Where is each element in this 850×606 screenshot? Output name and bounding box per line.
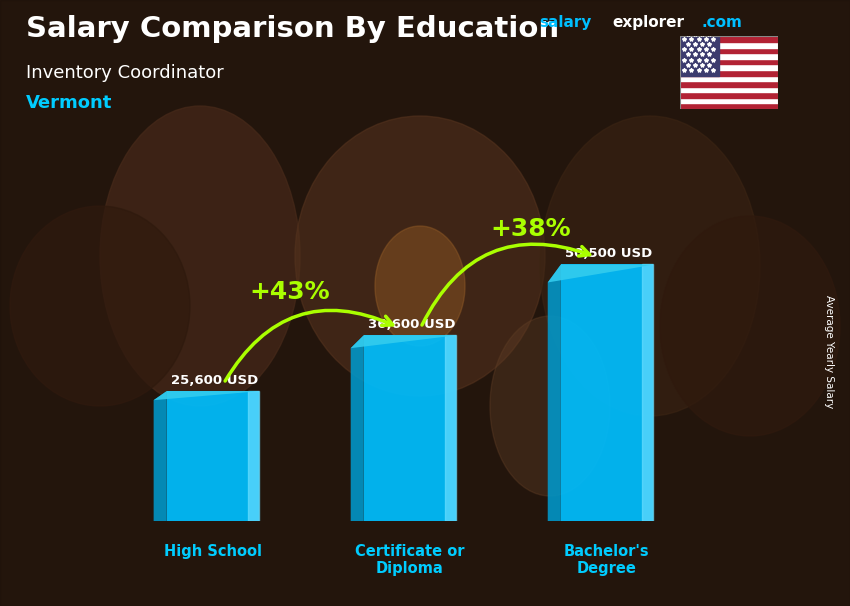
Bar xyxy=(680,59,778,64)
Bar xyxy=(680,64,778,70)
Bar xyxy=(680,36,719,76)
Text: +43%: +43% xyxy=(249,280,330,304)
Ellipse shape xyxy=(490,316,610,496)
Bar xyxy=(680,76,778,81)
Polygon shape xyxy=(351,335,364,521)
Text: Bachelor's
Degree: Bachelor's Degree xyxy=(564,544,649,576)
Polygon shape xyxy=(154,391,167,521)
Text: +38%: +38% xyxy=(490,217,570,241)
Polygon shape xyxy=(154,391,258,400)
Text: Inventory Coordinator: Inventory Coordinator xyxy=(26,64,224,82)
Ellipse shape xyxy=(375,226,465,346)
Ellipse shape xyxy=(10,206,190,406)
Bar xyxy=(680,47,778,53)
Text: 36,600 USD: 36,600 USD xyxy=(368,318,456,331)
Ellipse shape xyxy=(660,216,840,436)
Text: Salary Comparison By Education: Salary Comparison By Education xyxy=(26,15,558,43)
FancyBboxPatch shape xyxy=(561,264,653,521)
Bar xyxy=(680,81,778,87)
Bar xyxy=(680,53,778,59)
Ellipse shape xyxy=(295,116,545,396)
FancyBboxPatch shape xyxy=(167,391,258,521)
Bar xyxy=(248,391,258,521)
Bar xyxy=(642,264,653,521)
Bar xyxy=(680,92,778,98)
Text: Average Yearly Salary: Average Yearly Salary xyxy=(824,295,834,408)
Text: explorer: explorer xyxy=(612,15,684,30)
Polygon shape xyxy=(547,264,653,282)
Bar xyxy=(680,98,778,104)
Ellipse shape xyxy=(100,106,300,406)
Text: salary: salary xyxy=(540,15,592,30)
Bar xyxy=(680,42,778,47)
FancyBboxPatch shape xyxy=(364,335,456,521)
Polygon shape xyxy=(351,335,456,348)
Bar xyxy=(445,335,456,521)
Text: Vermont: Vermont xyxy=(26,94,112,112)
Text: .com: .com xyxy=(701,15,742,30)
Bar xyxy=(680,104,778,109)
Polygon shape xyxy=(547,264,561,521)
Text: Certificate or
Diploma: Certificate or Diploma xyxy=(355,544,465,576)
Text: 25,600 USD: 25,600 USD xyxy=(171,374,258,387)
Bar xyxy=(680,87,778,92)
Ellipse shape xyxy=(540,116,760,416)
Text: 50,500 USD: 50,500 USD xyxy=(565,247,653,261)
Text: High School: High School xyxy=(164,544,262,559)
Bar xyxy=(680,36,778,42)
Bar xyxy=(680,70,778,76)
